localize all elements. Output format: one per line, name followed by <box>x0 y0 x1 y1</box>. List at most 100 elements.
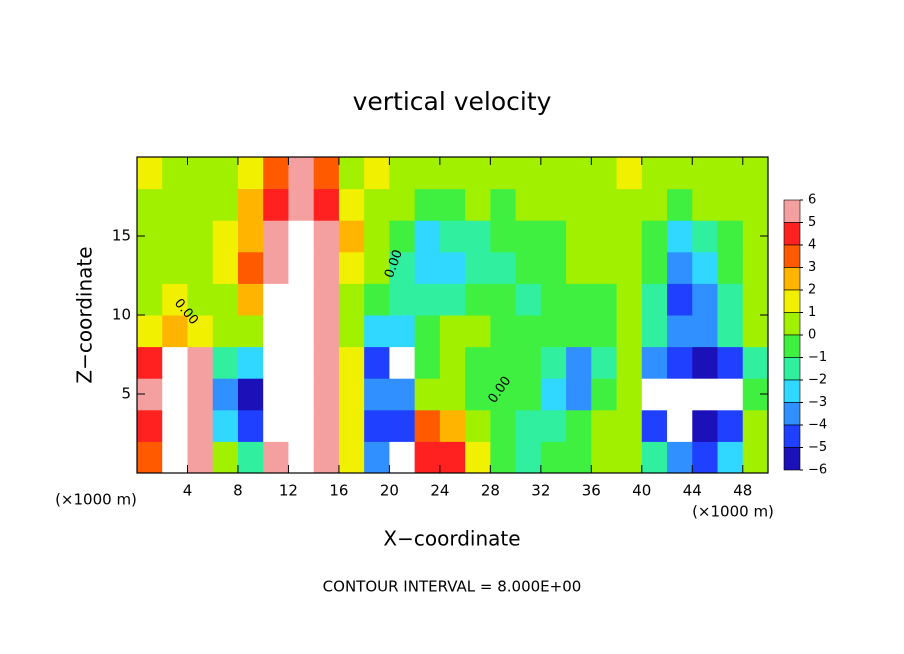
cell <box>439 283 466 316</box>
cell <box>212 315 239 348</box>
cell <box>717 346 744 379</box>
cell <box>212 409 239 442</box>
cell <box>263 346 289 379</box>
cell <box>566 315 592 348</box>
cell <box>187 283 214 316</box>
cell <box>591 409 618 442</box>
cell <box>616 188 643 221</box>
cell <box>515 378 542 411</box>
cell <box>465 315 491 348</box>
cell <box>566 283 592 316</box>
cell <box>414 251 441 284</box>
cell <box>490 346 517 379</box>
cell <box>389 346 416 379</box>
cell <box>641 251 668 284</box>
colorbar-label: 5 <box>808 215 816 230</box>
cell <box>263 220 289 253</box>
cell <box>288 220 315 253</box>
cell <box>742 251 769 284</box>
cell <box>162 157 188 190</box>
cell <box>540 157 567 190</box>
colorbar-swatch <box>783 312 801 336</box>
colorbar-swatch <box>783 289 801 313</box>
cell <box>187 157 214 190</box>
cell <box>237 188 264 221</box>
cell <box>338 251 365 284</box>
cell <box>692 251 719 284</box>
cell <box>490 441 517 474</box>
cell <box>616 315 643 348</box>
cell <box>616 378 643 411</box>
cell <box>313 157 340 190</box>
cell <box>641 188 668 221</box>
cell <box>212 251 239 284</box>
cell <box>414 346 441 379</box>
cell <box>212 157 239 190</box>
cell <box>162 188 188 221</box>
colorbar-label: 4 <box>808 238 816 253</box>
cell <box>364 378 390 411</box>
cell <box>313 188 340 221</box>
cell <box>212 441 239 474</box>
cell <box>667 157 693 190</box>
cell <box>162 283 188 316</box>
cell <box>566 220 592 253</box>
cell <box>414 315 441 348</box>
cell <box>667 441 693 474</box>
cell <box>137 441 163 474</box>
cell <box>692 315 719 348</box>
cell <box>490 409 517 442</box>
cell <box>566 346 592 379</box>
cell <box>641 283 668 316</box>
colorbar-swatch <box>783 447 801 471</box>
cell <box>263 378 289 411</box>
cell <box>515 188 542 221</box>
cell <box>137 188 163 221</box>
cell <box>237 441 264 474</box>
cell <box>465 441 491 474</box>
colorbar-swatch <box>783 244 801 268</box>
cell <box>439 188 466 221</box>
cell <box>591 157 618 190</box>
cell <box>338 220 365 253</box>
cell <box>212 378 239 411</box>
cell <box>338 346 365 379</box>
cell <box>364 188 390 221</box>
y-tick-label: 5 <box>121 385 131 403</box>
x-tick-label: 48 <box>733 482 752 500</box>
cell <box>465 409 491 442</box>
cell <box>187 346 214 379</box>
cell <box>540 441 567 474</box>
cell <box>717 157 744 190</box>
cell <box>667 188 693 221</box>
cell <box>566 251 592 284</box>
chart-title: vertical velocity <box>353 87 552 116</box>
cell <box>313 378 340 411</box>
cell <box>364 346 390 379</box>
cell <box>742 157 769 190</box>
cell <box>162 315 188 348</box>
cell <box>212 220 239 253</box>
cell <box>187 441 214 474</box>
cell <box>616 346 643 379</box>
cell <box>742 283 769 316</box>
cell <box>237 251 264 284</box>
cell <box>616 441 643 474</box>
x-tick-label: 36 <box>582 482 601 500</box>
cell <box>667 378 693 411</box>
x-tick-label: 44 <box>683 482 702 500</box>
cell <box>515 409 542 442</box>
cell <box>566 409 592 442</box>
cell <box>742 315 769 348</box>
cell <box>490 378 517 411</box>
cell <box>742 188 769 221</box>
cell <box>313 220 340 253</box>
cell <box>742 346 769 379</box>
cell <box>389 188 416 221</box>
cell <box>263 409 289 442</box>
cell <box>540 409 567 442</box>
cell <box>389 441 416 474</box>
cell <box>616 251 643 284</box>
cell <box>717 283 744 316</box>
x-tick-label: 16 <box>329 482 348 500</box>
